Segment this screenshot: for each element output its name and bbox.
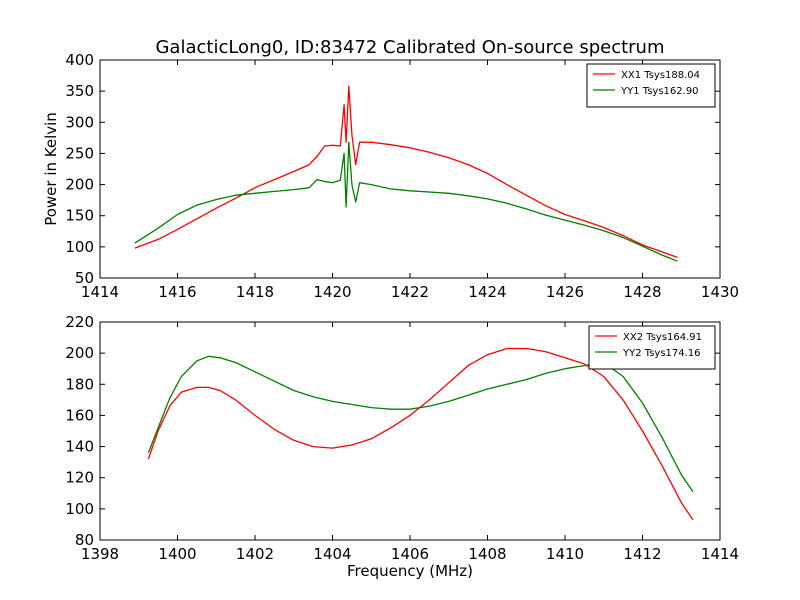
y-tick-label: 140	[65, 438, 94, 456]
legend: XX2 Tsys164.91 YY2 Tsys174.16	[588, 325, 716, 370]
series-line-xx2	[147, 347, 694, 521]
series-line-xx1	[134, 85, 678, 259]
x-axis-label: Frequency (MHz)	[347, 562, 473, 580]
y-tick-label: 200	[65, 176, 94, 194]
x-tick-label: 1414	[701, 545, 739, 563]
y-tick-label: 160	[65, 406, 94, 424]
top-plot: 1414 1416 1418 1420 1422 1424 1426 1428 1430 50 10…	[42, 51, 739, 301]
x-tick-label: 1420	[313, 283, 351, 301]
x-tick-label: 1400	[158, 545, 196, 563]
y-tick-label: 400	[65, 51, 94, 69]
x-tick-label: 1402	[236, 545, 274, 563]
y-tick-label: 350	[65, 82, 94, 100]
y-tick-label: 250	[65, 144, 94, 162]
y-tick-label: 220	[65, 313, 94, 331]
y-tick-label: 100	[65, 500, 94, 518]
y-tick-label: 80	[75, 531, 94, 549]
x-tick-label: 1430	[701, 283, 739, 301]
legend-box	[588, 325, 716, 370]
legend-box	[586, 63, 716, 108]
legend: XX1 Tsys188.04 YY1 Tsys162.90	[586, 63, 716, 108]
legend-label: YY2 Tsys174.16	[622, 348, 701, 359]
legend-label: XX1 Tsys188.04	[621, 70, 700, 81]
chart-title: GalacticLong0, ID:83472 Calibrated On-so…	[155, 37, 664, 58]
x-tick-label: 1424	[468, 283, 506, 301]
x-tick-label: 1428	[623, 283, 661, 301]
y-tick-label: 200	[65, 344, 94, 362]
y-tick-label: 180	[65, 375, 94, 393]
legend-label: YY1 Tsys162.90	[620, 86, 699, 97]
x-tick-label: 1418	[236, 283, 274, 301]
bottom-plot: 1398 1400 1402 1404 1406 1408 1410 1412 1414 80 10…	[65, 313, 739, 580]
x-tick-label: 1422	[391, 283, 429, 301]
x-tick-label: 1414	[81, 283, 119, 301]
y-tick-label: 120	[65, 469, 94, 487]
y-tick-label: 300	[65, 113, 94, 131]
y-tick-label: 150	[65, 207, 94, 225]
series-group	[134, 85, 678, 262]
series-line-yy1	[134, 141, 678, 262]
y-tick-label: 100	[65, 238, 94, 256]
x-tick-label: 1426	[546, 283, 584, 301]
x-tick-label: 1406	[391, 545, 429, 563]
y-axis-label: Power in Kelvin	[42, 112, 60, 226]
legend-label: XX2 Tsys164.91	[623, 332, 702, 343]
y-tick-label: 50	[75, 269, 94, 287]
x-tick-label: 1416	[158, 283, 196, 301]
x-tick-label: 1408	[468, 545, 506, 563]
x-tick-label: 1412	[623, 545, 661, 563]
x-tick-label: 1398	[81, 545, 119, 563]
x-tick-label: 1404	[313, 545, 351, 563]
x-tick-label: 1410	[546, 545, 584, 563]
